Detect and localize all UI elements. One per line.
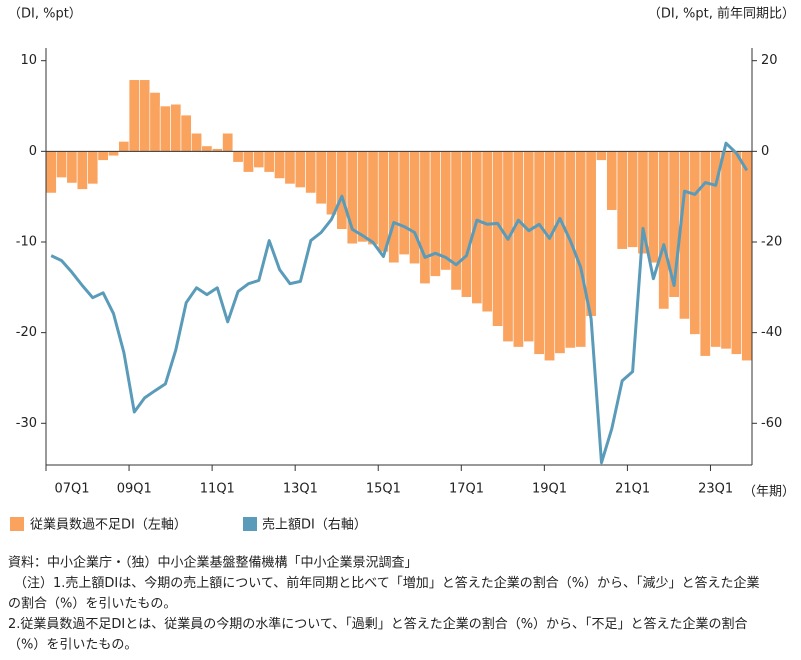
bar [180, 114, 192, 152]
bar [720, 151, 732, 350]
bar [315, 151, 327, 205]
bar [201, 145, 213, 152]
bar [139, 79, 151, 152]
bar [575, 151, 587, 348]
bar [66, 151, 78, 184]
x-tick-label: 19Q1 [532, 482, 567, 497]
bar [419, 151, 431, 284]
bar [274, 151, 286, 179]
bar [689, 151, 701, 335]
x-tick-label: 13Q1 [283, 482, 318, 497]
bar [554, 151, 566, 354]
bar [87, 151, 99, 185]
legend-swatch [243, 517, 257, 531]
bar [481, 151, 493, 313]
bar [627, 151, 639, 248]
bar [523, 151, 535, 343]
bar [429, 151, 441, 277]
bar [492, 151, 504, 327]
bar [409, 151, 421, 265]
legend-label: 従業員数過不足DI（左軸） [30, 517, 187, 533]
bar [658, 151, 670, 310]
x-tick-label: 21Q1 [615, 482, 650, 497]
y2-tick-label: -40 [761, 325, 782, 340]
bar [336, 151, 348, 230]
y-tick-label: -10 [16, 234, 37, 249]
x-tick-label: 23Q1 [698, 482, 733, 497]
bar [242, 151, 254, 173]
x-tick-label: 17Q1 [449, 482, 484, 497]
bar [398, 151, 410, 255]
x-tick-label: 11Q1 [200, 482, 235, 497]
bar [263, 151, 275, 173]
bar [56, 151, 68, 178]
y2-axis-label: （DI, %pt, 前年同期比） [648, 6, 795, 22]
bar [595, 151, 607, 161]
bar [502, 151, 514, 343]
bar [253, 151, 265, 168]
y-tick-label: -30 [16, 416, 37, 431]
y2-tick-label: -60 [761, 416, 782, 431]
bar [606, 151, 618, 211]
bar [367, 151, 379, 246]
bar [647, 151, 659, 264]
legend-swatch [10, 517, 24, 531]
y2-tick-label: 0 [761, 144, 769, 159]
bar [388, 151, 400, 264]
bar [326, 151, 338, 216]
bar [159, 105, 171, 152]
y-tick-label: 0 [29, 144, 37, 159]
x-axis-label: （年期） [743, 485, 795, 500]
bar [512, 151, 524, 348]
bar [149, 92, 161, 152]
bar [191, 132, 203, 152]
bar [170, 103, 182, 152]
bar [232, 151, 244, 163]
x-tick-label: 07Q1 [54, 482, 89, 497]
bar [357, 151, 369, 243]
bar [377, 151, 389, 253]
bar [533, 151, 545, 355]
y-tick-label: 10 [20, 53, 37, 68]
bar [730, 151, 742, 355]
bar [305, 151, 317, 194]
bar [585, 151, 597, 317]
note: （注）1.売上額DIは、今期の売上額について、前年同期と比べて「増加」と答えた企… [14, 575, 760, 591]
x-tick-label: 09Q1 [117, 482, 152, 497]
y-tick-label: -20 [16, 325, 37, 340]
y2-tick-label: -20 [761, 234, 782, 249]
bar [450, 151, 462, 291]
bar [128, 79, 140, 152]
bar [440, 151, 452, 271]
bar [294, 151, 306, 188]
note: の割合（%）を引いたもの。 [8, 596, 176, 612]
bar [107, 151, 119, 157]
line [50, 141, 749, 465]
bar [544, 151, 556, 362]
bar [284, 151, 296, 185]
note: 資料：中小企業庁・（独）中小企業基盤整備機構「中小企業景況調査」 [8, 555, 418, 571]
bar [460, 151, 472, 298]
legend-label: 売上額DI（右軸） [262, 517, 367, 533]
note: （%）を引いたもの。 [8, 638, 137, 653]
bar [741, 151, 753, 362]
bar [97, 151, 109, 161]
bar [222, 132, 234, 152]
note: 2.従業員数過不足DIとは、従業員の今期の水準について、「過剰」と答えた企業の割… [8, 616, 748, 632]
y2-tick-label: 20 [761, 53, 778, 68]
bar [616, 151, 628, 250]
bar [76, 151, 88, 190]
x-tick-label: 15Q1 [366, 482, 401, 497]
bar [118, 141, 130, 152]
y-axis-label: （DI, %pt） [8, 7, 82, 22]
bar [45, 151, 57, 194]
